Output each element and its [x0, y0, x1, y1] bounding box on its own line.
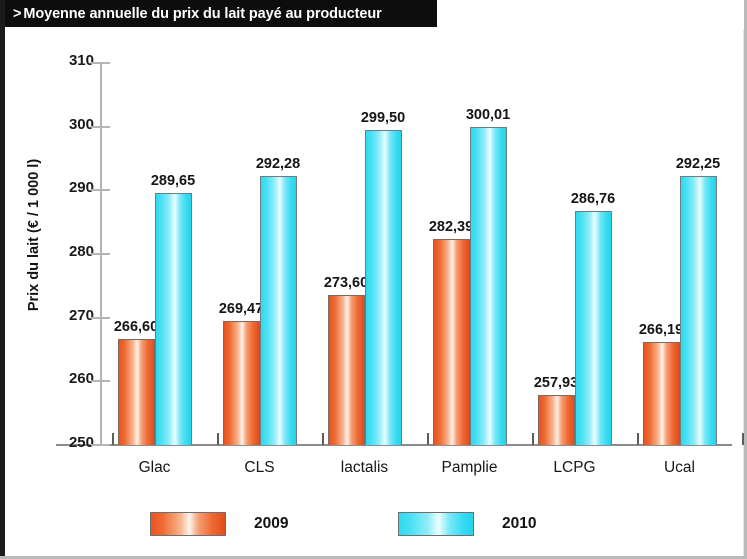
plot-area: 266,60 289,65 269,47 292,28 273,60 299,50 282,…: [102, 63, 732, 445]
bar-2010-pamplie: 300,01: [466, 107, 510, 445]
x-axis-label-cls: CLS: [244, 459, 275, 476]
legend-item-2010[interactable]: 2010: [398, 512, 536, 536]
bar-value-label: 266,19: [638, 321, 684, 338]
y-axis-tick-mark: [91, 444, 110, 446]
bar-2010-cls: 292,28: [256, 156, 300, 445]
frame-bottom-border: [0, 556, 747, 559]
y-axis-tick-mark: [91, 125, 110, 128]
y-axis-tick-mark: [91, 62, 110, 64]
x-axis-label-lactalis: lactalis: [340, 459, 389, 476]
x-axis-label-lcpg: LCPG: [553, 459, 596, 476]
x-axis-tick-mark: [217, 433, 219, 445]
y-axis-tick-label: 260: [68, 370, 94, 388]
bar-value-label: 282,39: [428, 218, 474, 235]
x-axis-label-pamplie: Pamplie: [441, 459, 498, 476]
bar-2010-glac: 289,65: [151, 173, 195, 445]
bar-value-label: 289,65: [150, 172, 196, 189]
chart-legend: 2009 2010: [150, 512, 590, 552]
bar-value-label: 257,93: [533, 374, 579, 391]
bar-value-label: 299,50: [360, 109, 406, 126]
legend-swatch-2010-icon: [398, 512, 474, 536]
x-axis-tick-mark: [637, 433, 639, 445]
bar-2010-ucal: 292,25: [676, 156, 720, 445]
legend-label: 2009: [254, 515, 289, 532]
y-axis-tick-label: 250: [68, 434, 94, 451]
chart-title-bar: > Moyenne annuelle du prix du lait payé …: [5, 0, 437, 27]
x-axis-label-glac: Glac: [138, 459, 171, 476]
x-axis-tick-mark: [742, 433, 744, 445]
x-axis-tick-mark: [112, 433, 114, 445]
bar-2010-lactalis: 299,50: [361, 110, 405, 445]
bar-2009-lactalis: 273,60: [324, 275, 368, 445]
bar-value-label: 300,01: [465, 106, 511, 123]
y-axis-tick-mark: [91, 316, 110, 319]
bar-value-label: 269,47: [218, 301, 264, 318]
bar-2009-ucal: 266,19: [639, 322, 683, 445]
bar-value-label: 286,76: [570, 190, 616, 207]
bar-2009-lcpg: 257,93: [534, 375, 578, 445]
y-axis-title: Prix du lait (€ / 1 000 l): [26, 158, 42, 312]
y-axis-tick-mark: [91, 189, 110, 192]
bar-2010-lcpg: 286,76: [571, 191, 615, 445]
x-axis-tick-mark: [532, 433, 534, 445]
bar-2009-glac: 266,60: [114, 319, 158, 445]
chart-title-text: Moyenne annuelle du prix du lait payé au…: [23, 5, 382, 22]
bar-2009-pamplie: 282,39: [429, 219, 473, 445]
bar-2009-cls: 269,47: [219, 301, 263, 445]
x-axis-tick-mark: [322, 433, 324, 445]
bar-value-label: 273,60: [323, 274, 369, 291]
y-axis-tick-mark: [91, 253, 110, 255]
bar-value-label: 292,28: [255, 155, 301, 172]
legend-label: 2010: [502, 515, 537, 532]
chart-canvas: 310 300 290 280 270 260 250 Prix du lait (€ / …: [0, 27, 744, 556]
bar-value-label: 292,25: [675, 156, 721, 173]
title-marker-icon: >: [13, 5, 22, 22]
y-axis-tick-label: 310: [68, 52, 94, 69]
legend-item-2009[interactable]: 2009: [150, 512, 288, 536]
legend-swatch-2009-icon: [150, 512, 226, 536]
frame-right-border: [744, 0, 747, 559]
x-axis-line: [56, 444, 732, 446]
x-axis-label-ucal: Ucal: [663, 459, 696, 476]
frame-left-border: [0, 0, 5, 559]
frame-inner-right-line: [743, 30, 744, 556]
y-axis-tick-label: 270: [68, 306, 94, 324]
y-axis-tick-label: 300: [68, 115, 94, 133]
y-axis-tick-label: 280: [68, 243, 94, 260]
y-axis-tick-label: 290: [68, 179, 94, 197]
y-axis-tick-mark: [91, 380, 110, 383]
bar-value-label: 266,60: [113, 319, 159, 336]
x-axis-tick-mark: [427, 433, 429, 445]
